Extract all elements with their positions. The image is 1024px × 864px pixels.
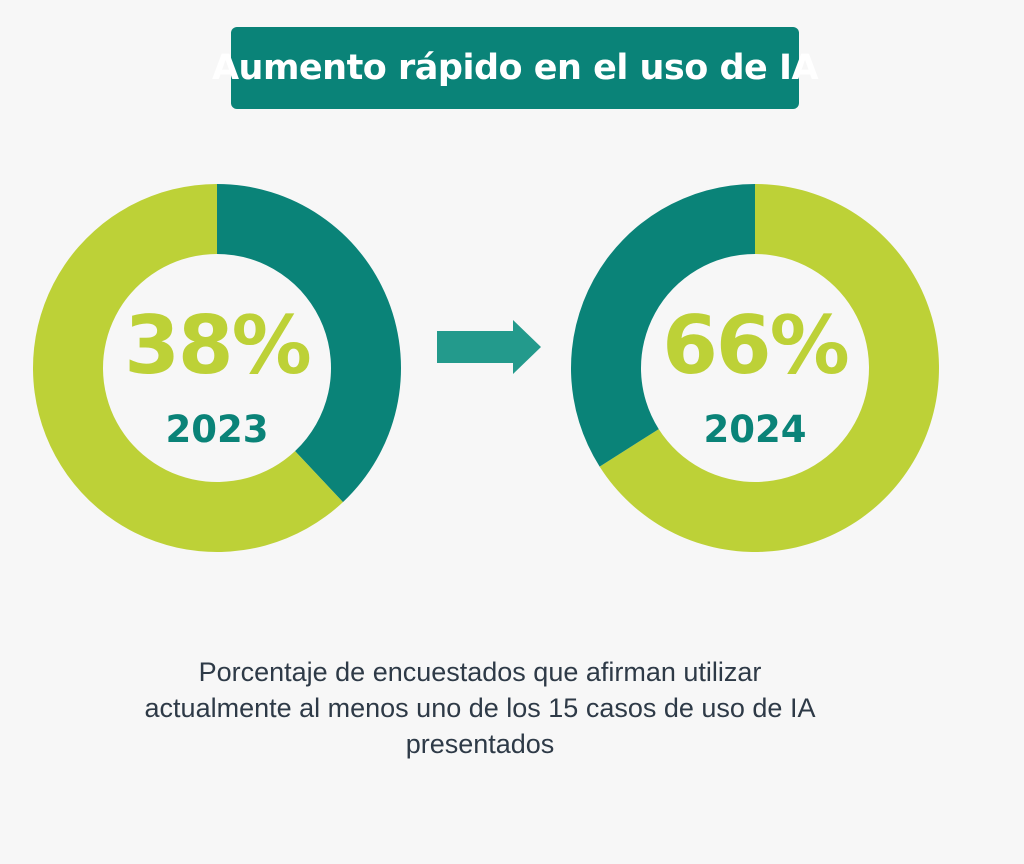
caption-line: Porcentaje de encuestados que afirman ut… <box>198 657 762 687</box>
donut-slice-2024-0 <box>599 184 939 552</box>
title-banner: Aumento rápido en el uso de IA <box>212 27 819 109</box>
donut-slice-2023-1 <box>32 184 343 552</box>
donut-chart-2023: 38% 2023 <box>32 183 402 553</box>
chart-title: Aumento rápido en el uso de IA <box>211 48 819 88</box>
chart-caption: Porcentaje de encuestados que afirman ut… <box>100 654 860 762</box>
caption-line: actualmente al menos uno de los 15 casos… <box>144 693 816 723</box>
donut-svg-2024 <box>571 184 939 552</box>
donut-svg-2023 <box>32 184 401 552</box>
donut-slice-2023-0 <box>217 184 401 503</box>
caption-line: presentados <box>405 729 555 759</box>
donut-chart-2024: 66% 2024 <box>570 183 940 553</box>
donut-slice-2024-1 <box>571 184 755 467</box>
right-arrow-icon <box>437 320 541 374</box>
